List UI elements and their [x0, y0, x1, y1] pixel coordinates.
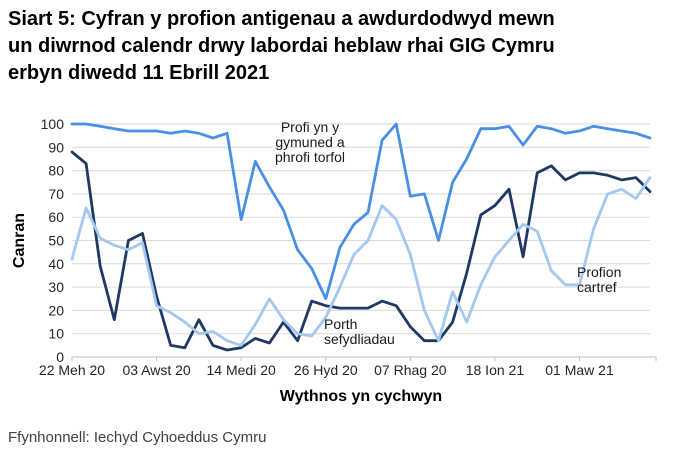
y-tick-label-60: 60	[48, 209, 64, 225]
y-tick-label-80: 80	[48, 163, 64, 179]
chart-title-line-3: erbyn diwedd 11 Ebrill 2021	[8, 62, 270, 84]
y-tick-label-40: 40	[48, 256, 64, 272]
x-tick-label-5: 18 Ion 21	[466, 362, 525, 378]
chart-title-line-1: Siart 5: Cyfran y profion antigenau a aw…	[8, 8, 555, 30]
chart-title-line-2: un diwrnod calendr drwy labordai heblaw …	[8, 35, 555, 57]
x-tick-label-4: 07 Rhag 20	[374, 362, 447, 378]
x-tick-label-0: 22 Meh 20	[39, 362, 105, 378]
x-axis-title: Wythnos yn cychwyn	[280, 388, 442, 405]
x-tick-label-6: 01 Maw 21	[545, 362, 614, 378]
series-line-0	[70, 122, 652, 301]
chart-title: Siart 5: Cyfran y profion antigenau a aw…	[8, 6, 680, 87]
label-porth-sefydliadau: Porth sefydliadau	[324, 316, 395, 347]
x-tick-label-3: 26 Hyd 20	[294, 362, 358, 378]
y-tick-label-20: 20	[48, 302, 64, 318]
y-tick-label-30: 30	[48, 279, 64, 295]
x-tick-label-2: 14 Medi 20	[207, 362, 276, 378]
x-tick-label-1: 03 Awst 20	[122, 362, 190, 378]
label-profion-cartref: Profion cartref	[577, 264, 621, 295]
series-line-2	[70, 176, 652, 347]
y-tick-label-90: 90	[48, 139, 64, 155]
y-tick-label-50: 50	[48, 233, 64, 249]
label-profi-gymuned: Profi yn y gymuned a phrofi torfol	[275, 119, 345, 165]
y-tick-label-100: 100	[41, 116, 65, 132]
y-tick-label-10: 10	[48, 326, 64, 342]
y-axis-title: Canran	[11, 213, 28, 268]
source-note: Ffynhonnell: Iechyd Cyhoeddus Cymru	[8, 429, 267, 446]
y-tick-label-70: 70	[48, 186, 64, 202]
series-line-1	[70, 150, 652, 352]
y-tick-label-0: 0	[56, 349, 64, 365]
